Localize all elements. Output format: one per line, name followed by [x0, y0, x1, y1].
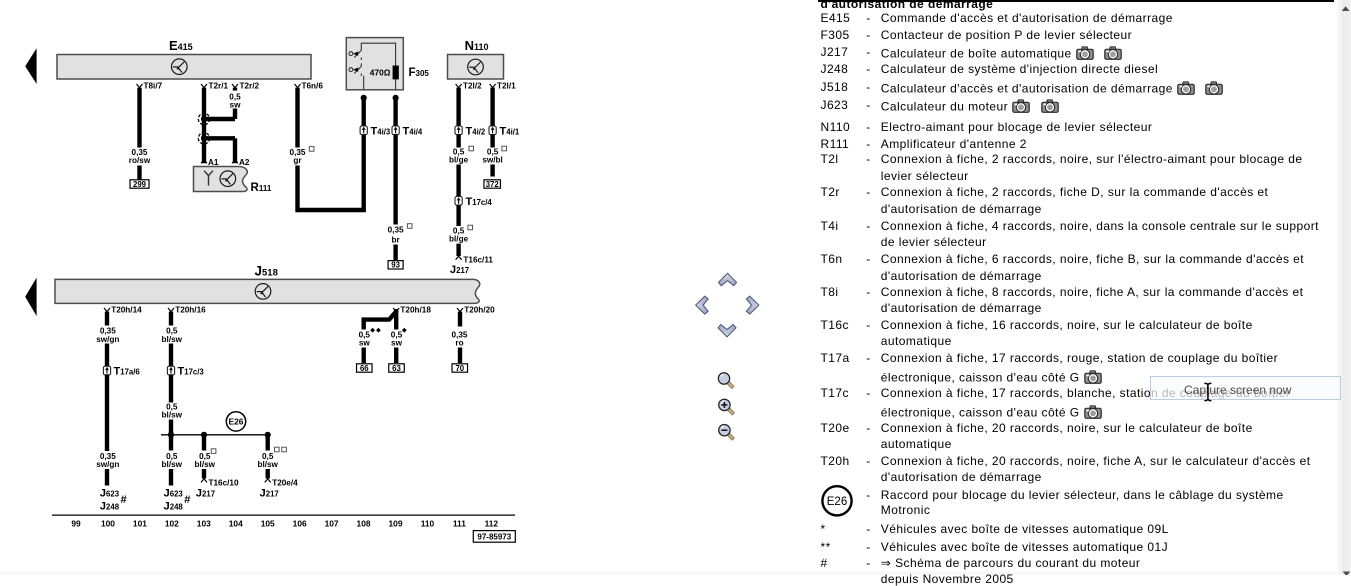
svg-text:#: # [121, 494, 127, 506]
svg-text:R111: R111 [251, 182, 272, 194]
svg-text:102: 102 [165, 518, 179, 528]
svg-text:93: 93 [391, 261, 400, 270]
svg-text:T20h/20: T20h/20 [464, 305, 495, 314]
svg-text:T4i/3: T4i/3 [371, 125, 391, 137]
svg-text:299: 299 [133, 180, 147, 189]
svg-text:66: 66 [360, 364, 369, 373]
svg-text:0,5: 0,5 [359, 330, 371, 339]
svg-text:N110: N110 [465, 38, 489, 53]
svg-text:E415: E415 [169, 38, 193, 53]
svg-text:J623: J623 [100, 488, 120, 500]
svg-text:T16c/10: T16c/10 [209, 479, 239, 488]
svg-text:J518: J518 [255, 263, 278, 278]
svg-text:A2: A2 [239, 158, 250, 167]
svg-text:0,5: 0,5 [166, 327, 178, 336]
svg-text:#: # [184, 494, 190, 506]
svg-text:A1: A1 [208, 158, 219, 167]
svg-text:105: 105 [261, 518, 275, 528]
svg-text:br: br [392, 235, 401, 244]
svg-text:bl/sw: bl/sw [162, 411, 183, 420]
svg-text:sw: sw [391, 338, 403, 347]
svg-text:0,5: 0,5 [453, 147, 465, 156]
svg-text:T4i/4: T4i/4 [403, 125, 423, 137]
svg-text:bl/sw: bl/sw [162, 335, 183, 344]
svg-text:0,5: 0,5 [262, 452, 274, 461]
svg-text:70: 70 [455, 364, 464, 373]
svg-text:bl/sw: bl/sw [195, 460, 216, 469]
svg-text:0,5: 0,5 [229, 93, 241, 102]
svg-text:T2r/1: T2r/1 [209, 81, 229, 90]
svg-text:J217: J217 [450, 264, 469, 276]
svg-text:T20h/14: T20h/14 [111, 305, 142, 314]
svg-text:0,5: 0,5 [166, 403, 178, 412]
svg-text:63: 63 [392, 364, 401, 373]
svg-text:T2l/1: T2l/1 [497, 81, 516, 90]
svg-text:108: 108 [357, 518, 371, 528]
svg-text:J217: J217 [196, 488, 215, 500]
svg-text:bl/ge: bl/ge [449, 235, 469, 244]
svg-text:111: 111 [453, 518, 466, 528]
svg-text:0,5: 0,5 [199, 452, 211, 461]
svg-text:112: 112 [485, 518, 499, 528]
svg-text:T20h/18: T20h/18 [400, 305, 431, 314]
svg-text:0,5: 0,5 [453, 226, 465, 235]
svg-text:T17c/3: T17c/3 [178, 366, 205, 378]
svg-text:bl/ge: bl/ge [449, 155, 469, 164]
svg-text:J217: J217 [260, 488, 279, 500]
svg-text:T6n/6: T6n/6 [302, 81, 324, 90]
svg-text:101: 101 [133, 518, 147, 528]
svg-text:470Ω: 470Ω [370, 67, 391, 77]
svg-text:103: 103 [197, 518, 211, 528]
svg-text:T16c/11: T16c/11 [463, 255, 493, 264]
svg-text:sw/gn: sw/gn [96, 335, 119, 344]
svg-text:E26: E26 [827, 496, 847, 508]
svg-text:sw: sw [359, 338, 371, 347]
svg-text:E26: E26 [229, 417, 244, 427]
svg-text:0,35: 0,35 [100, 327, 116, 336]
svg-text:104: 104 [229, 518, 243, 528]
svg-text:T20e/4: T20e/4 [272, 479, 298, 488]
svg-text:T4i/2: T4i/2 [466, 125, 486, 137]
svg-text:100: 100 [101, 518, 115, 528]
svg-text:gr: gr [293, 156, 302, 165]
svg-text:sw/gn: sw/gn [96, 460, 119, 469]
svg-text:ro/sw: ro/sw [129, 156, 151, 165]
svg-text:T4i/1: T4i/1 [500, 125, 520, 137]
svg-text:97-85973: 97-85973 [477, 532, 511, 541]
svg-text:sw: sw [230, 101, 242, 110]
svg-text:110: 110 [421, 518, 435, 528]
svg-text:T17c/4: T17c/4 [466, 196, 493, 208]
svg-text:0,35: 0,35 [388, 225, 404, 234]
svg-text:ro: ro [455, 338, 463, 347]
svg-text:0,5: 0,5 [166, 452, 178, 461]
svg-text:107: 107 [325, 518, 339, 528]
svg-text:J248: J248 [164, 501, 184, 513]
svg-text:99: 99 [71, 518, 81, 528]
svg-text:0,35: 0,35 [132, 148, 148, 157]
svg-text:T20h/16: T20h/16 [175, 305, 206, 314]
svg-text:sw/bl: sw/bl [482, 155, 502, 164]
svg-text:T8i/7: T8i/7 [144, 81, 163, 90]
svg-text:T2l/2: T2l/2 [463, 81, 482, 90]
svg-text:0,35: 0,35 [452, 330, 468, 339]
svg-text:106: 106 [293, 518, 307, 528]
svg-text:T17a/6: T17a/6 [114, 366, 141, 378]
svg-text:0,5: 0,5 [487, 147, 499, 156]
svg-text:T2r/2: T2r/2 [240, 81, 260, 90]
svg-text:bl/sw: bl/sw [162, 460, 183, 469]
svg-text:F305: F305 [409, 67, 430, 79]
svg-text:J623: J623 [164, 488, 184, 500]
svg-text:J248: J248 [100, 501, 120, 513]
svg-text:bl/sw: bl/sw [257, 460, 278, 469]
svg-text:0,35: 0,35 [100, 452, 116, 461]
svg-text:0,35: 0,35 [290, 148, 306, 157]
svg-text:109: 109 [389, 518, 403, 528]
svg-text:372: 372 [486, 180, 500, 189]
svg-text:0,5: 0,5 [391, 330, 403, 339]
